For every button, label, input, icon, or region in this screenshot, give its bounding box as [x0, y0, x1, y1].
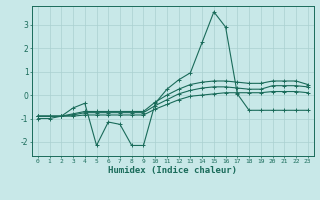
X-axis label: Humidex (Indice chaleur): Humidex (Indice chaleur)	[108, 166, 237, 175]
